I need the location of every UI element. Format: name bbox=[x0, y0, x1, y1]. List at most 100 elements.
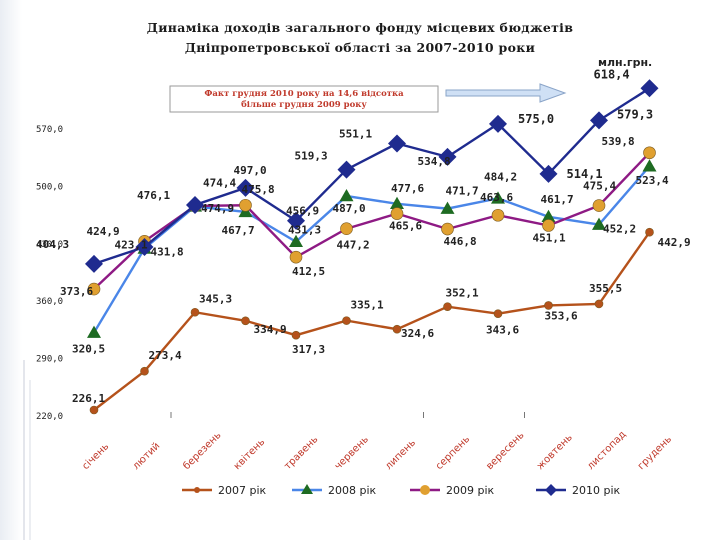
data-point bbox=[236, 178, 255, 197]
chart-title-line2: Дніпропетровської області за 2007-2010 р… bbox=[184, 40, 536, 55]
data-point bbox=[388, 134, 406, 153]
data-point bbox=[289, 250, 303, 264]
data-point bbox=[89, 405, 99, 415]
data-label: 579,3 bbox=[617, 107, 653, 121]
x-tick-label: травень bbox=[282, 434, 320, 472]
data-point bbox=[340, 222, 353, 235]
data-point bbox=[186, 195, 204, 214]
data-label: 484,2 bbox=[484, 170, 517, 183]
data-point bbox=[645, 227, 654, 237]
data-point bbox=[390, 207, 404, 220]
legend-label: 2010 рік bbox=[572, 484, 621, 497]
data-point bbox=[337, 160, 356, 179]
data-label: 446,8 bbox=[444, 235, 477, 248]
data-label: 447,2 bbox=[337, 239, 370, 252]
data-label: 463,6 bbox=[480, 191, 513, 204]
data-label: 456,9 bbox=[286, 205, 319, 218]
data-label: 452,2 bbox=[603, 223, 636, 236]
data-point bbox=[241, 316, 250, 326]
data-label: 519,3 bbox=[295, 150, 328, 163]
legend-marker bbox=[194, 487, 200, 493]
data-label: 335,1 bbox=[351, 299, 384, 312]
data-point bbox=[140, 366, 149, 376]
data-point bbox=[643, 146, 656, 160]
x-tick-label: серпень bbox=[434, 434, 472, 472]
unit-label: млн.грн. bbox=[598, 56, 653, 69]
data-label: 431,3 bbox=[288, 224, 321, 237]
data-point bbox=[390, 196, 404, 210]
data-label: 226,1 bbox=[72, 392, 105, 405]
legend-marker bbox=[301, 484, 313, 494]
data-point bbox=[85, 254, 103, 273]
data-label: 474,9 bbox=[201, 202, 234, 215]
legend-label: 2009 рік bbox=[446, 484, 495, 497]
data-point bbox=[87, 282, 101, 296]
x-tick-label: червень bbox=[333, 434, 371, 472]
data-point bbox=[287, 211, 305, 230]
y-tick-label: 360,0 bbox=[36, 297, 63, 307]
data-label: 324,6 bbox=[401, 327, 434, 340]
data-label: 465,6 bbox=[389, 220, 422, 233]
data-point bbox=[239, 198, 252, 212]
data-label: 431,8 bbox=[151, 245, 184, 258]
data-point bbox=[491, 191, 505, 204]
legend-label: 2007 рік bbox=[218, 484, 267, 497]
x-tick-label: січень bbox=[80, 440, 112, 472]
data-label: 471,7 bbox=[446, 185, 479, 198]
data-point bbox=[443, 302, 452, 311]
data-point bbox=[542, 219, 555, 232]
x-tick-label: грудень bbox=[636, 434, 674, 472]
series-line-1 bbox=[93, 231, 651, 411]
data-label: 404,3 bbox=[36, 238, 69, 251]
data-point bbox=[590, 111, 608, 130]
data-label: 477,6 bbox=[391, 182, 424, 195]
x-tick-label: жовтень bbox=[535, 432, 575, 472]
data-label: 442,9 bbox=[658, 236, 691, 249]
data-label: 352,1 bbox=[446, 287, 479, 300]
x-tick-label: вересень bbox=[484, 430, 526, 472]
data-label: 451,1 bbox=[533, 231, 566, 244]
data-point bbox=[489, 114, 507, 133]
x-tick-label: липень bbox=[383, 437, 418, 472]
data-label: 534,8 bbox=[418, 155, 451, 168]
callout-arrow bbox=[445, 83, 567, 103]
data-label: 474,4 bbox=[203, 176, 236, 189]
data-point bbox=[592, 217, 606, 230]
data-label: 424,9 bbox=[87, 225, 120, 238]
data-label: 476,1 bbox=[137, 189, 170, 202]
y-tick-label: 220,0 bbox=[36, 412, 63, 422]
data-label: 539,8 bbox=[602, 135, 635, 148]
data-label: 273,4 bbox=[149, 349, 182, 362]
data-point bbox=[190, 307, 200, 317]
legend-label: 2008 рік bbox=[328, 484, 377, 497]
data-label: 497,0 bbox=[234, 164, 267, 177]
data-label: 618,4 bbox=[594, 67, 630, 81]
data-point bbox=[342, 316, 351, 325]
data-point bbox=[135, 237, 154, 256]
data-label: 551,1 bbox=[339, 127, 372, 140]
data-label: 475,8 bbox=[242, 183, 275, 196]
data-point bbox=[544, 301, 553, 310]
data-point bbox=[87, 325, 101, 338]
x-tick-label: березень bbox=[181, 430, 223, 472]
data-label: 423,1 bbox=[115, 238, 148, 251]
y-tick-label: 570,0 bbox=[36, 125, 63, 135]
x-tick-label: лютий bbox=[131, 441, 163, 473]
legend-marker bbox=[420, 485, 430, 495]
legend-marker bbox=[545, 484, 557, 496]
data-label: 373,6 bbox=[60, 285, 93, 298]
data-point bbox=[392, 324, 402, 334]
data-label: 461,7 bbox=[541, 193, 574, 206]
data-point bbox=[592, 199, 606, 212]
y-tick-label: 430,0 bbox=[36, 240, 63, 250]
data-point bbox=[541, 209, 556, 223]
chart-title-line1: Динаміка доходів загального фонду місцев… bbox=[146, 20, 574, 35]
data-label: 320,5 bbox=[72, 343, 105, 356]
data-label: 523,4 bbox=[636, 174, 669, 187]
data-point bbox=[642, 159, 657, 172]
data-point bbox=[440, 201, 455, 214]
data-point bbox=[291, 330, 301, 340]
data-point bbox=[438, 147, 457, 166]
data-label: 412,5 bbox=[292, 265, 325, 278]
